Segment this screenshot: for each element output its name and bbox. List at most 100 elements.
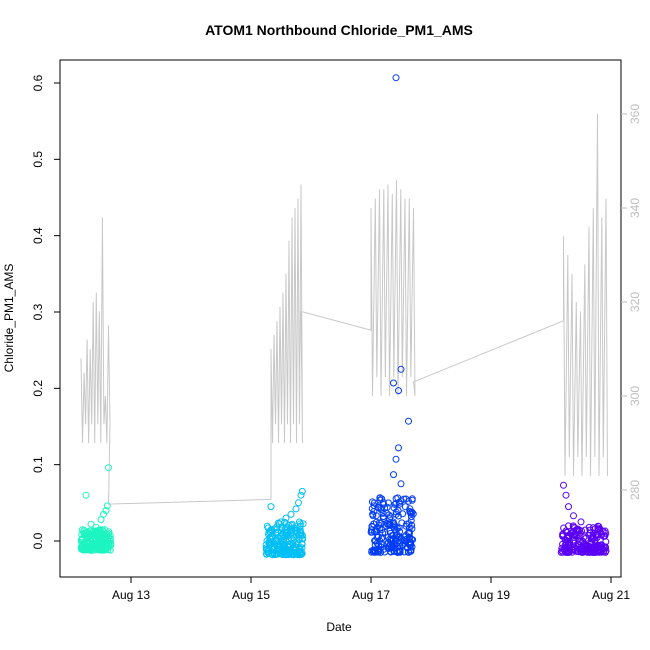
data-point	[392, 74, 400, 82]
data-point	[296, 526, 304, 534]
data-point	[571, 546, 579, 554]
data-point	[101, 532, 109, 540]
data-point	[406, 505, 414, 513]
data-point	[402, 522, 410, 530]
data-point	[294, 540, 302, 548]
secondary-line-layer	[80, 113, 608, 505]
data-point	[298, 487, 306, 495]
data-point	[369, 512, 377, 519]
x-tick-label: Aug 13	[112, 588, 150, 602]
data-point	[562, 539, 570, 547]
data-point	[288, 530, 296, 537]
data-point	[378, 495, 386, 503]
data-point	[392, 508, 400, 516]
plot-frame	[59, 59, 622, 578]
data-point	[385, 511, 393, 519]
data-point	[297, 491, 305, 499]
data-point	[388, 532, 396, 539]
data-point	[93, 528, 101, 536]
data-point	[375, 542, 383, 550]
data-point	[280, 548, 288, 556]
data-point	[405, 497, 412, 505]
data-point	[590, 536, 598, 544]
data-point	[377, 535, 385, 542]
data-point	[405, 417, 412, 425]
data-point	[92, 523, 100, 531]
data-point	[371, 541, 379, 549]
data-point	[390, 523, 398, 531]
data-point	[399, 510, 407, 518]
data-point	[267, 503, 275, 511]
data-point	[265, 537, 273, 545]
y-tick-label: 0.6	[31, 74, 45, 91]
data-point	[295, 499, 302, 507]
data-point	[393, 532, 401, 540]
y2-tick-label: 320	[628, 292, 642, 312]
y2-tick-label: 360	[628, 104, 642, 124]
data-point	[370, 499, 378, 507]
data-point	[374, 547, 382, 554]
y2-tick-label: 280	[628, 480, 642, 500]
x-axis-label: Date	[326, 620, 352, 634]
data-point	[90, 541, 98, 549]
data-point	[382, 522, 390, 530]
data-point	[390, 520, 398, 527]
data-point	[390, 379, 397, 387]
data-point	[269, 546, 276, 554]
data-point	[107, 536, 114, 544]
data-point	[392, 510, 400, 518]
data-point	[408, 543, 416, 551]
scatter-series-2	[262, 487, 307, 559]
data-point	[407, 513, 415, 521]
x-tick-label: Aug 15	[232, 588, 270, 602]
data-point	[560, 481, 567, 489]
data-point	[405, 548, 412, 556]
data-point	[277, 518, 285, 526]
data-point	[97, 541, 105, 549]
data-point	[295, 531, 303, 539]
data-point	[296, 522, 304, 530]
data-point	[86, 542, 94, 550]
scatter-series-3	[367, 74, 417, 556]
data-point	[577, 518, 585, 526]
chart-title: ATOM1 Northbound Chloride_PM1_AMS	[205, 22, 473, 38]
data-point	[384, 544, 392, 552]
data-point	[594, 522, 602, 530]
data-point	[565, 534, 573, 542]
data-point	[264, 524, 272, 532]
data-point	[374, 503, 382, 511]
data-point	[369, 548, 377, 556]
data-point	[102, 536, 110, 544]
data-point	[392, 455, 400, 463]
data-point	[377, 548, 385, 556]
y2-axis: 280 300 320 340 360	[621, 104, 642, 500]
data-point	[380, 514, 387, 522]
data-point	[105, 464, 112, 472]
data-point	[584, 548, 591, 556]
data-point	[386, 520, 394, 528]
data-point	[390, 471, 397, 479]
data-point	[570, 545, 578, 553]
data-point	[565, 522, 572, 530]
data-point	[295, 518, 303, 526]
y-tick-label: 0.4	[31, 227, 45, 244]
data-point	[394, 494, 402, 502]
data-point	[266, 528, 274, 536]
x-axis: Aug 13 Aug 15 Aug 17 Aug 19 Aug 21	[112, 577, 630, 602]
data-point	[593, 530, 601, 538]
data-point	[288, 547, 295, 555]
y-tick-label: 0.2	[31, 380, 45, 397]
data-point	[407, 517, 415, 524]
data-point	[401, 539, 409, 547]
data-point	[275, 542, 283, 550]
scatter-layer	[77, 74, 610, 559]
data-point	[398, 519, 406, 527]
data-point	[368, 522, 376, 530]
data-point	[292, 505, 300, 513]
data-point	[287, 510, 295, 518]
data-point	[104, 546, 112, 554]
data-point	[373, 525, 381, 533]
data-point	[389, 543, 397, 551]
data-point	[378, 534, 386, 542]
x-tick-label: Aug 19	[472, 588, 510, 602]
